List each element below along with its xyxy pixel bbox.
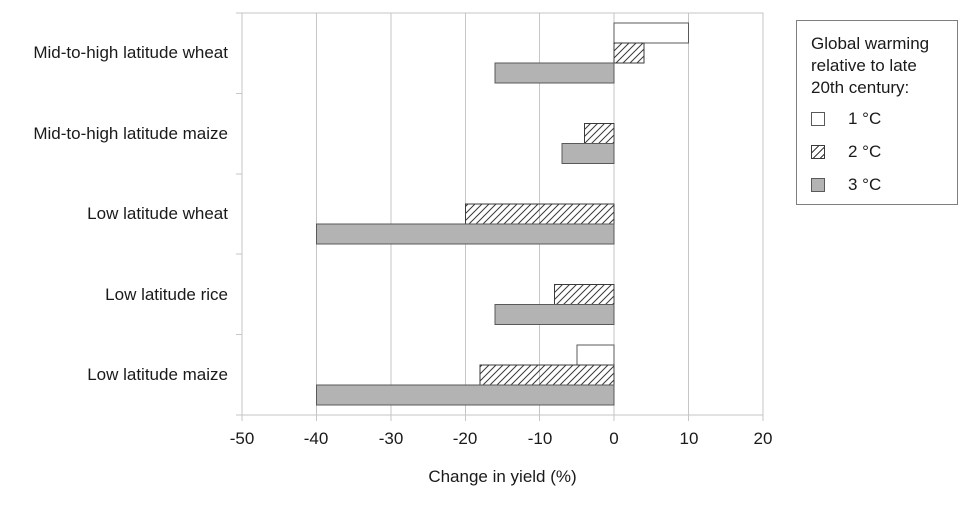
- category-label-low-maize: Low latitude maize: [87, 365, 228, 384]
- legend-entries: 1 °C 2 °C 3 °C: [811, 109, 957, 195]
- bar-s0-c4: [576, 344, 615, 366]
- bar-s2-c2: [315, 223, 615, 245]
- legend-entry-3c: 3 °C: [811, 175, 957, 195]
- bar-s1-c0: [613, 42, 645, 64]
- legend-entry-2c: 2 °C: [811, 142, 957, 162]
- x-tick-label: -10: [527, 429, 553, 448]
- x-axis-title: Change in yield (%): [428, 467, 577, 486]
- x-tick-label: -40: [303, 429, 329, 448]
- legend-box: Global warming relative to late 20th cen…: [796, 20, 958, 205]
- legend-swatch-hatched-icon: [811, 145, 825, 159]
- legend-entry-1c: 1 °C: [811, 109, 957, 129]
- plot-layer: [236, 12, 764, 421]
- plot-border: [241, 12, 764, 416]
- bar-s2-c4: [315, 384, 615, 406]
- bar-s2-c0: [494, 62, 615, 84]
- category-label-low-rice: Low latitude rice: [105, 285, 228, 304]
- bar-s1-c1: [583, 123, 615, 145]
- bar-s1-c2: [464, 203, 615, 225]
- x-tick-label: 20: [753, 429, 773, 448]
- legend-swatch-gray-icon: [811, 178, 825, 192]
- bar-s1-c3: [554, 283, 615, 305]
- bar-s1-c4: [479, 364, 615, 386]
- legend-label-1c: 1 °C: [848, 109, 882, 128]
- x-tick-label: -30: [378, 429, 404, 448]
- x-tick-label: 0: [609, 429, 619, 448]
- legend-swatch-white-icon: [811, 112, 825, 126]
- legend-label-2c: 2 °C: [848, 142, 882, 161]
- category-label-low-wheat: Low latitude wheat: [87, 204, 228, 223]
- category-label-mid-high-maize: Mid-to-high latitude maize: [33, 124, 228, 143]
- bar-s2-c1: [561, 143, 615, 165]
- bar-s2-c3: [494, 303, 615, 325]
- legend-label-3c: 3 °C: [848, 175, 882, 194]
- category-label-mid-high-wheat: Mid-to-high latitude wheat: [33, 43, 228, 62]
- x-tick-label: -50: [229, 429, 255, 448]
- x-tick-label: -20: [452, 429, 478, 448]
- x-tick-label: 10: [679, 429, 699, 448]
- legend-title: Global warming relative to late 20th cen…: [811, 34, 930, 97]
- bar-s0-c0: [613, 22, 690, 44]
